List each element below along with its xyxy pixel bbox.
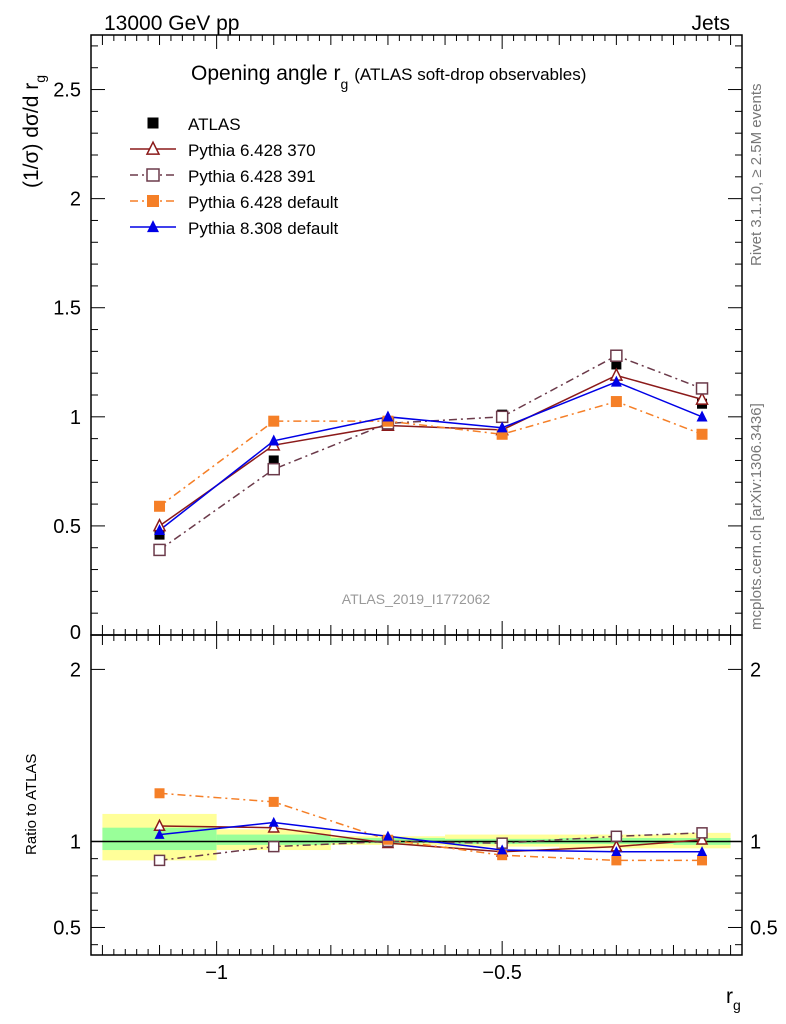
series-point-2 [496,428,508,440]
y-tick-label: 1 [70,407,81,429]
ratio-series-point-2 [497,850,508,861]
legend-marker-1 [146,168,160,182]
x-axis-label: rg [726,985,741,1013]
x-axis-label-sub: g [733,997,741,1013]
ratio-series-point-1 [610,830,623,843]
main-plot-panel: 0.5 1 1.5 2 2.5 0 (1/σ) dσ/d rg Opening angle r… [20,34,743,644]
series-point-2 [154,500,166,512]
series-point-1 [695,382,709,395]
legend-label-2: Pythia 6.428 default [188,193,339,212]
series-point-1 [267,462,280,476]
legend-label-0: Pythia 6.428 370 [188,141,316,160]
ratio-band-green [102,827,217,851]
atlas-data-point [268,455,279,466]
ratio-y-tick-label-left: 1 [70,831,81,853]
y-tick-label: 1.5 [53,298,81,320]
series-line-3 [159,381,703,531]
legend-label-1: Pythia 6.428 391 [188,167,316,186]
legend-marker-2 [147,195,159,207]
series-point-3 [268,434,280,446]
ratio-y-axis-label: Ratio to ATLAS [23,754,40,855]
ratio-series-point-2 [268,796,279,807]
legend: ATLAS Pythia 6.428 370 Pythia 6.428 391 Pyt… [130,115,339,238]
ratio-series-point-3 [611,846,622,857]
series-point-3 [154,524,166,535]
series-line-2 [159,400,703,507]
x-tick-label: −1 [205,962,228,984]
ratio-series-line-1 [159,832,703,862]
ratio-y-tick-label-right: 1 [750,831,761,853]
series-point-3 [496,421,508,433]
analysis-watermark: ATLAS_2019_I1772062 [342,591,491,607]
mcplots-source-label: mcplots.cern.ch [arXiv:1306.3436] [748,403,765,630]
ratio-frame [90,634,743,956]
series-line-0 [159,374,703,527]
ratio-series-point-3 [268,816,279,827]
atlas-data-point [611,359,622,370]
legend-label-3: Pythia 8.308 default [188,219,339,238]
ratio-y-tick-label-left: 0.5 [53,917,81,939]
series-point-2 [696,428,708,440]
series-line-1 [159,354,703,551]
ratio-series-point-1 [153,854,166,867]
y-tick-label-zero: 0 [70,622,81,644]
header-process-label: 13000 GeV pp [104,12,239,35]
ratio-y-tick-label-left: 2 [70,659,81,681]
rivet-version-label: Rivet 3.1.10, ≥ 2.5M events [748,84,765,267]
ratio-y-tick-label-right: 0.5 [750,917,778,939]
x-tick-label: −0.5 [482,962,521,984]
y-tick-label: 2.5 [53,80,81,102]
header-category-label: Jets [691,12,730,35]
series-point-1 [610,349,623,362]
series-point-2 [610,396,622,408]
ratio-series-point-0 [695,832,709,845]
chart-subtitle: (ATLAS soft-drop observables) [354,65,586,84]
series-point-3 [610,375,622,387]
ratio-series-point-0 [267,820,280,833]
ratio-series-point-3 [697,846,708,857]
chart-title: Opening angle rg (ATLAS soft-drop observa… [191,62,586,92]
legend-marker-3 [147,220,159,233]
series-point-3 [382,410,394,422]
series-point-1 [495,410,509,424]
series-point-1 [153,543,166,557]
y-tick-label: 2 [70,189,81,211]
legend-label-atlas: ATLAS [188,115,241,134]
ratio-series-point-2 [697,855,708,866]
legend-marker-0 [145,140,161,155]
chart-title-sub: g [340,76,348,92]
legend-marker-atlas [147,117,159,129]
ratio-y-tick-label-right: 2 [750,659,761,681]
ratio-series-point-2 [154,788,165,799]
main-y-axis-label-sub: g [32,75,48,83]
ratio-series-line-3 [159,821,703,853]
ratio-series-point-3 [154,828,165,839]
ratio-series-point-2 [611,855,622,866]
ratio-band-green [216,834,331,845]
ratio-series-point-3 [382,830,393,841]
ratio-plot-panel: 0.5 0.5 1 1 2 2 −1 −0.5 Ratio to ATLAS rg [23,634,778,1013]
ratio-series-point-1 [267,840,280,853]
ratio-series-point-3 [497,844,508,855]
ratio-series-point-1 [696,827,708,839]
main-y-axis-label: (1/σ) dσ/d rg [20,75,48,188]
y-tick-label: 0.5 [53,516,81,538]
series-point-2 [268,415,280,427]
series-point-0 [695,391,709,405]
ratio-series-line-2 [159,792,703,862]
series-point-3 [696,410,708,422]
